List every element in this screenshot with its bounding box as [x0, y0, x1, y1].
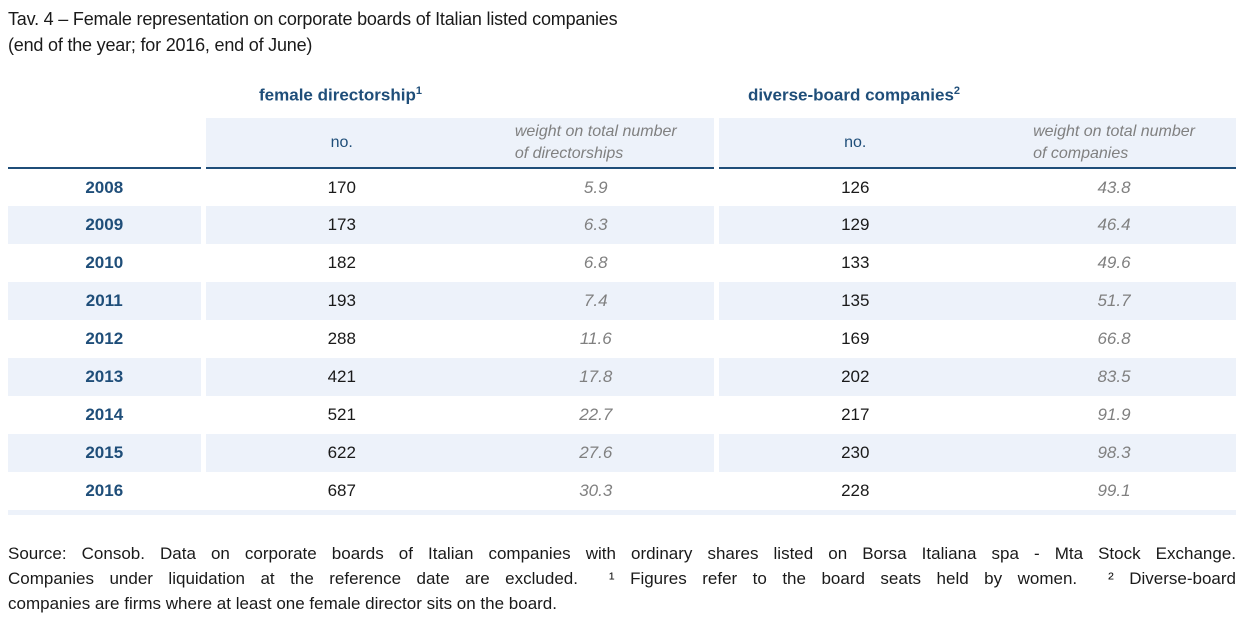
subheader-empty — [8, 118, 203, 169]
fd-no-cell: 170 — [200, 168, 478, 206]
db-weight-cell: 49.6 — [1097, 253, 1131, 272]
year-cell: 2011 — [8, 282, 203, 320]
subheader-row: no. weight on total number of directorsh… — [8, 118, 1236, 169]
db-weight-cell: 43.8 — [1097, 177, 1131, 197]
table-row-2011: 2011 193 7.4 135 51.7 — [8, 282, 1236, 320]
fd-no-cell: 182 — [200, 244, 478, 282]
table-title-line2: (end of the year; for 2016, end of June) — [8, 35, 313, 55]
table-row-2013: 2013 421 17.8 202 83.5 — [8, 358, 1236, 396]
source-note-line3: companies are firms where at least one f… — [8, 594, 557, 613]
fd-no-cell: 687 — [200, 472, 478, 510]
group-header-empty — [478, 58, 716, 118]
table-title-line1: Tav. 4 – Female representation on corpor… — [8, 9, 618, 29]
source-note-line2: Companies under liquidation at the refer… — [8, 569, 1236, 588]
table-row-2012: 2012 288 11.6 169 66.8 — [8, 320, 1236, 358]
year-cell: 2012 — [85, 329, 124, 348]
fd-no-cell: 173 — [200, 206, 478, 244]
db-weight-cell: 46.4 — [992, 206, 1236, 244]
table-row-2009: 2009 173 6.3 129 46.4 — [8, 206, 1236, 244]
db-weight-cell: 83.5 — [992, 358, 1236, 396]
fd-no-label: no. — [330, 133, 353, 151]
fd-no-cell: 288 — [200, 320, 478, 358]
db-weight-cell: 91.9 — [1097, 405, 1131, 424]
group-header-empty — [992, 58, 1236, 118]
fd-weight-label: weight on total number of directorships — [515, 121, 677, 165]
fd-no-cell: 421 — [200, 358, 478, 396]
year-cell: 2010 — [85, 253, 124, 272]
group-header-empty — [8, 58, 203, 118]
year-cell: 2009 — [8, 206, 203, 244]
table-row-2008: 2008 170 5.9 126 43.8 — [8, 168, 1236, 206]
db-weight-cell: 99.1 — [1097, 481, 1131, 500]
db-no-cell: 217 — [713, 396, 992, 434]
group-header-female-directorship: female directorship1 — [203, 58, 478, 118]
db-weight-label: weight on total number of companies — [1033, 121, 1195, 165]
subheader-db-no: no. — [713, 118, 992, 169]
fd-no-cell: 521 — [200, 396, 478, 434]
fd-weight-cell: 11.6 — [579, 329, 612, 348]
table-row-2010: 2010 182 6.8 133 49.6 — [8, 244, 1236, 282]
fd-no-cell: 622 — [200, 434, 478, 472]
source-note-line1: Source: Consob. Data on corporate boards… — [8, 544, 1236, 563]
fd-weight-label-line1: weight on total number — [514, 122, 677, 140]
table-row-2015: 2015 622 27.6 230 98.3 — [8, 434, 1236, 472]
fd-weight-cell: 6.8 — [583, 253, 608, 272]
source-note: Source: Consob. Data on corporate boards… — [8, 541, 1236, 616]
year-cell: 2015 — [8, 434, 203, 472]
group-header-diverse-board-companies: diverse-board companies2 — [716, 58, 992, 118]
fd-weight-cell: 7.4 — [478, 282, 716, 320]
db-weight-cell: 66.8 — [1097, 329, 1131, 348]
document-page: Tav. 4 – Female representation on corpor… — [0, 6, 1253, 631]
db-weight-cell: 98.3 — [992, 434, 1236, 472]
fd-weight-cell: 6.3 — [478, 206, 716, 244]
db-no-cell: 135 — [713, 282, 992, 320]
db-no-cell: 228 — [713, 472, 992, 510]
year-cell: 2014 — [85, 405, 124, 424]
db-no-cell: 169 — [713, 320, 992, 358]
db-no-cell: 126 — [713, 168, 992, 206]
footnote-ref-1: 1 — [415, 85, 422, 98]
db-no-cell: 230 — [713, 434, 992, 472]
subheader-fd-no: no. — [200, 118, 478, 169]
year-cell: 2016 — [85, 481, 124, 500]
table-row-2014: 2014 521 22.7 217 91.9 — [8, 396, 1236, 434]
fd-weight-cell: 27.6 — [478, 434, 716, 472]
db-no-cell: 133 — [713, 244, 992, 282]
db-weight-cell: 51.7 — [992, 282, 1236, 320]
year-cell: 2008 — [85, 177, 124, 197]
subheader-fd-weight: weight on total number of directorships — [478, 118, 716, 169]
fd-weight-cell: 30.3 — [579, 481, 613, 500]
fd-no-cell: 193 — [200, 282, 478, 320]
table-bottom-bar — [8, 510, 1236, 515]
db-weight-label-line1: weight on total number — [1033, 122, 1195, 140]
year-cell: 2013 — [8, 358, 203, 396]
subheader-db-weight: weight on total number of companies — [992, 118, 1236, 169]
group-header-diverse-board-companies-label: diverse-board companies — [747, 86, 954, 105]
fd-weight-cell: 17.8 — [478, 358, 716, 396]
table-title: Tav. 4 – Female representation on corpor… — [8, 6, 1236, 58]
group-header-female-directorship-label: female directorship — [259, 86, 416, 105]
db-no-cell: 202 — [713, 358, 992, 396]
table-row-2016: 2016 687 30.3 228 99.1 — [8, 472, 1236, 510]
column-group-header-row: female directorship1 diverse-board compa… — [8, 58, 1236, 118]
db-no-label: no. — [844, 133, 867, 151]
db-no-cell: 129 — [713, 206, 992, 244]
fd-weight-cell: 22.7 — [579, 405, 613, 424]
db-weight-label-line2: of companies — [1033, 144, 1129, 162]
fd-weight-label-line2: of directorships — [514, 144, 624, 162]
fd-weight-cell: 5.9 — [583, 177, 608, 197]
footnote-ref-2: 2 — [953, 85, 961, 98]
data-table: female directorship1 diverse-board compa… — [8, 58, 1236, 510]
